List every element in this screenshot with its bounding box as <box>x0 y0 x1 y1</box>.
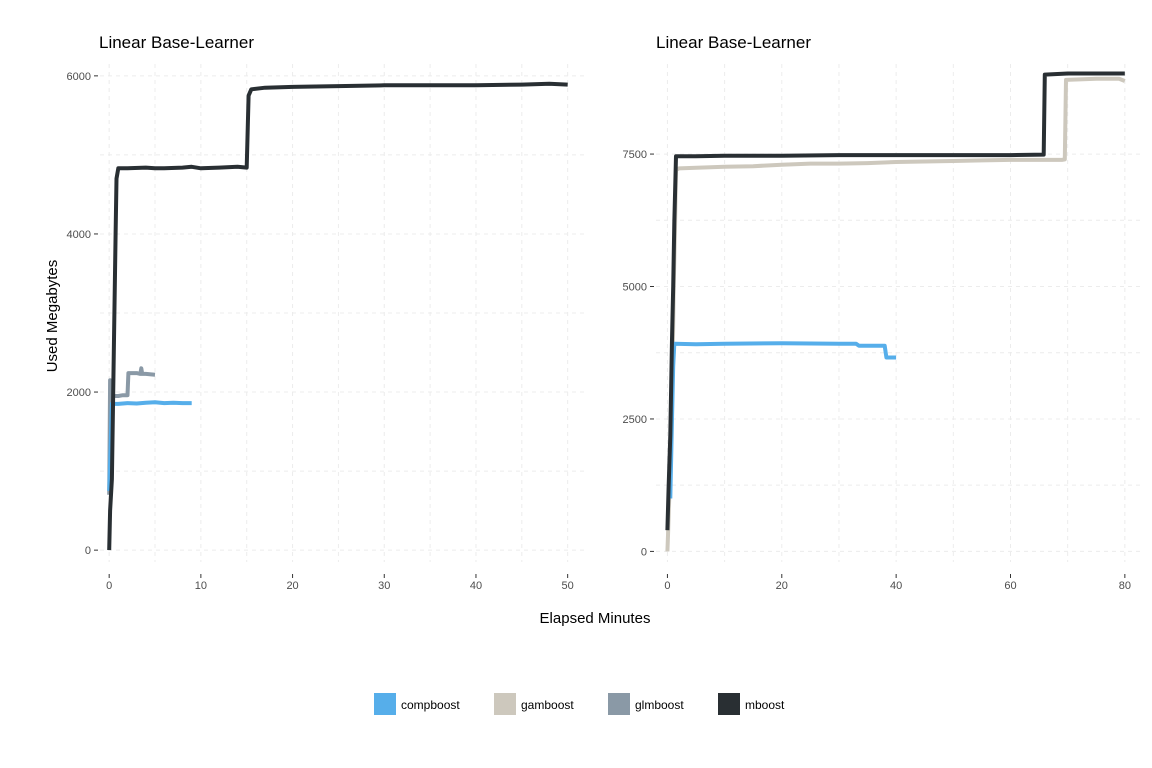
legend-label-glmboost: glmboost <box>635 698 684 712</box>
y-tick-label: 2500 <box>623 414 647 426</box>
panel-title-left: Linear Base-Learner <box>99 33 254 52</box>
legend-label-mboost: mboost <box>745 698 785 712</box>
legend-label-gamboost: gamboost <box>521 698 574 712</box>
y-tick-label: 4000 <box>67 229 91 241</box>
plot-panel-right: 0 20 40 60 80 0 2500 5000 7500 <box>623 64 1142 592</box>
x-tick-label: 30 <box>378 580 390 592</box>
plot-panel-left: 0 10 20 30 40 50 0 2000 4000 6000 <box>67 64 586 592</box>
series-line-compboost <box>107 400 192 491</box>
series-line-mboost <box>107 81 568 551</box>
x-tick-label: 50 <box>562 580 574 592</box>
legend-label-compboost: compboost <box>401 698 460 712</box>
y-tick-label: 2000 <box>67 387 91 399</box>
y-tick-label: 0 <box>641 546 647 558</box>
x-tick-label: 0 <box>664 580 670 592</box>
series-line-mboost <box>665 71 1125 531</box>
y-tick-label: 7500 <box>623 149 647 161</box>
x-tick-label: 40 <box>470 580 482 592</box>
legend: compboost gamboost glmboost mboost <box>374 693 785 715</box>
legend-swatch-compboost <box>374 693 396 715</box>
series-line-compboost <box>668 341 897 499</box>
x-axis-title: Elapsed Minutes <box>540 610 651 627</box>
legend-swatch-gamboost <box>494 693 516 715</box>
x-tick-label: 20 <box>286 580 298 592</box>
y-tick-label: 0 <box>85 545 91 557</box>
legend-swatch-glmboost <box>608 693 630 715</box>
y-axis-title: Used Megabytes <box>44 260 61 373</box>
x-tick-label: 20 <box>776 580 788 592</box>
x-tick-label: 0 <box>106 580 112 592</box>
panel-title-right: Linear Base-Learner <box>656 33 811 52</box>
series-line-glmboost <box>107 366 156 495</box>
x-tick-label: 10 <box>195 580 207 592</box>
legend-swatch-mboost <box>718 693 740 715</box>
x-tick-label: 80 <box>1119 580 1131 592</box>
y-tick-label: 6000 <box>67 71 91 83</box>
x-tick-label: 40 <box>890 580 902 592</box>
y-tick-label: 5000 <box>623 282 647 294</box>
x-tick-label: 60 <box>1004 580 1016 592</box>
